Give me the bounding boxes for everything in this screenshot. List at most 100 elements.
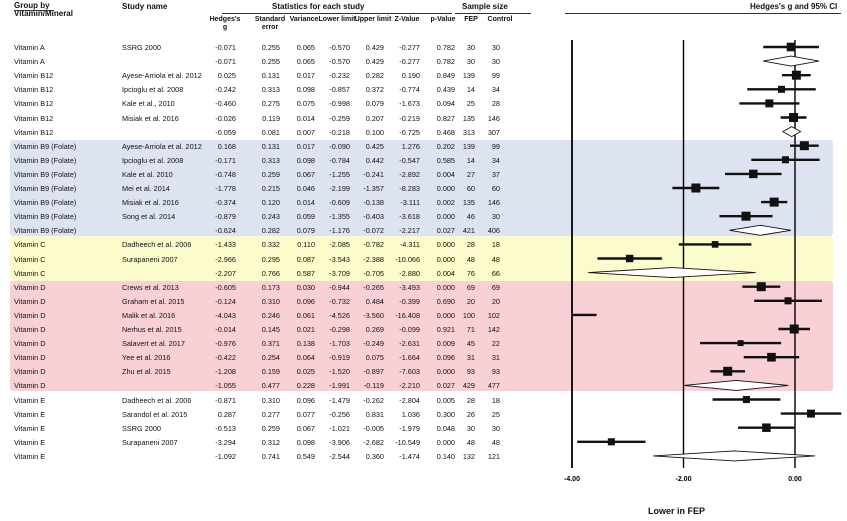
row-z: -1.979 bbox=[399, 423, 420, 433]
header-sample-underline bbox=[455, 13, 531, 14]
row-group: Vitamin C bbox=[14, 268, 46, 278]
col-header-lower-limit: Lower limit bbox=[318, 16, 356, 23]
row-group: Vitamin C bbox=[14, 240, 46, 250]
row-g: -0.871 bbox=[215, 395, 236, 405]
row-hi: 0.484 bbox=[365, 296, 384, 306]
row-study: Crews et al. 2013 bbox=[122, 282, 179, 292]
row-se: 0.313 bbox=[261, 85, 280, 95]
row-g: -0.605 bbox=[215, 282, 236, 292]
row-p: 0.585 bbox=[436, 155, 455, 165]
point-marker bbox=[625, 254, 634, 263]
row-lo: -0.570 bbox=[329, 57, 350, 67]
row-se: 0.254 bbox=[261, 353, 280, 363]
summary-diamond bbox=[729, 224, 792, 236]
point-marker bbox=[777, 85, 786, 93]
row-g: -0.124 bbox=[215, 296, 236, 306]
row-p: 0.202 bbox=[436, 141, 455, 151]
row-p: 0.096 bbox=[436, 353, 455, 363]
point-marker bbox=[691, 183, 701, 193]
row-ctrl: 477 bbox=[487, 381, 500, 391]
row-group: Vitamin B12 bbox=[14, 113, 54, 123]
row-lo: -2.085 bbox=[329, 240, 350, 250]
row-hi: -2.682 bbox=[363, 437, 384, 447]
summary-diamond bbox=[653, 450, 816, 462]
row-z: -2.210 bbox=[399, 381, 420, 391]
row-fep: 20 bbox=[466, 296, 475, 306]
row-z: -2.631 bbox=[399, 339, 420, 349]
row-var: 0.138 bbox=[296, 339, 315, 349]
row-lo: -2.544 bbox=[329, 451, 350, 461]
row-study: Sarandol et al. 2015 bbox=[122, 409, 188, 419]
row-hi: 0.429 bbox=[365, 57, 384, 67]
row-lo: -0.857 bbox=[329, 85, 350, 95]
row-fep: 132 bbox=[462, 451, 475, 461]
row-fep: 135 bbox=[462, 113, 475, 123]
row-se: 0.120 bbox=[261, 198, 280, 208]
row-g: -2.207 bbox=[215, 268, 236, 278]
row-lo: -0.259 bbox=[329, 113, 350, 123]
row-group: Vitamin B12 bbox=[14, 127, 54, 137]
row-study: Kale et al. 2010 bbox=[122, 169, 173, 179]
row-p: 0.000 bbox=[436, 240, 455, 250]
row-var: 0.077 bbox=[296, 409, 315, 419]
row-z: -2.217 bbox=[399, 226, 420, 236]
row-z: -1.474 bbox=[399, 451, 420, 461]
row-hi: 0.075 bbox=[365, 353, 384, 363]
row-var: 0.087 bbox=[296, 254, 315, 264]
row-lo: -1.021 bbox=[329, 423, 350, 433]
row-se: 0.243 bbox=[261, 212, 280, 222]
row-fep: 27 bbox=[466, 169, 475, 179]
row-p: 0.027 bbox=[436, 226, 455, 236]
row-se: 0.255 bbox=[261, 43, 280, 52]
point-marker bbox=[756, 282, 766, 292]
row-p: 0.439 bbox=[436, 85, 455, 95]
row-hi: 0.207 bbox=[365, 113, 384, 123]
row-g: -0.242 bbox=[215, 85, 236, 95]
row-se: 0.119 bbox=[262, 113, 280, 123]
point-marker bbox=[784, 297, 792, 305]
row-se: 0.215 bbox=[261, 184, 280, 193]
row-p: 0.004 bbox=[436, 268, 455, 278]
row-group: Vitamin E bbox=[14, 437, 46, 447]
row-study: Zhu et al. 2015 bbox=[122, 367, 171, 377]
row-group: Vitamin D bbox=[14, 310, 46, 320]
row-group: Vitamin C bbox=[14, 254, 46, 264]
row-se: 0.259 bbox=[261, 423, 280, 433]
row-group: Vitamin D bbox=[14, 339, 46, 349]
row-lo: -0.609 bbox=[329, 198, 350, 208]
row-ctrl: 99 bbox=[491, 141, 500, 151]
row-ctrl: 30 bbox=[491, 57, 500, 67]
row-hi: 0.282 bbox=[365, 71, 384, 81]
row-hi: -0.705 bbox=[363, 268, 384, 278]
row-lo: -0.090 bbox=[329, 141, 350, 151]
row-var: 0.030 bbox=[296, 282, 315, 292]
row-ctrl: 30 bbox=[491, 212, 500, 222]
row-g: -0.059 bbox=[215, 127, 236, 137]
row-fep: 14 bbox=[466, 155, 475, 165]
row-hi: 0.425 bbox=[365, 141, 384, 151]
row-group: Vitamin E bbox=[14, 395, 46, 405]
row-ctrl: 48 bbox=[491, 437, 500, 447]
col-header-control: Control bbox=[487, 16, 513, 23]
row-lo: -1.703 bbox=[329, 339, 350, 349]
point-marker bbox=[791, 70, 801, 80]
row-g: -0.460 bbox=[215, 99, 236, 109]
row-se: 0.741 bbox=[261, 451, 280, 461]
row-group: Vitamin D bbox=[14, 325, 46, 334]
row-p: 0.827 bbox=[436, 113, 455, 123]
row-hi: -0.119 bbox=[363, 381, 384, 391]
row-var: 0.065 bbox=[296, 43, 315, 52]
row-group: Vitamin B9 (Folate) bbox=[14, 184, 77, 193]
row-fep: 46 bbox=[466, 212, 475, 222]
row-ctrl: 307 bbox=[487, 127, 500, 137]
row-p: 0.300 bbox=[436, 409, 455, 419]
row-ctrl: 146 bbox=[487, 198, 500, 208]
row-var: 0.098 bbox=[296, 155, 315, 165]
row-var: 0.079 bbox=[296, 226, 315, 236]
row-ctrl: 30 bbox=[491, 43, 500, 52]
row-p: 0.690 bbox=[436, 296, 455, 306]
row-hi: -0.249 bbox=[363, 339, 384, 349]
row-g: -1.208 bbox=[215, 367, 236, 377]
point-marker bbox=[786, 42, 796, 52]
row-g: -0.879 bbox=[215, 212, 236, 222]
